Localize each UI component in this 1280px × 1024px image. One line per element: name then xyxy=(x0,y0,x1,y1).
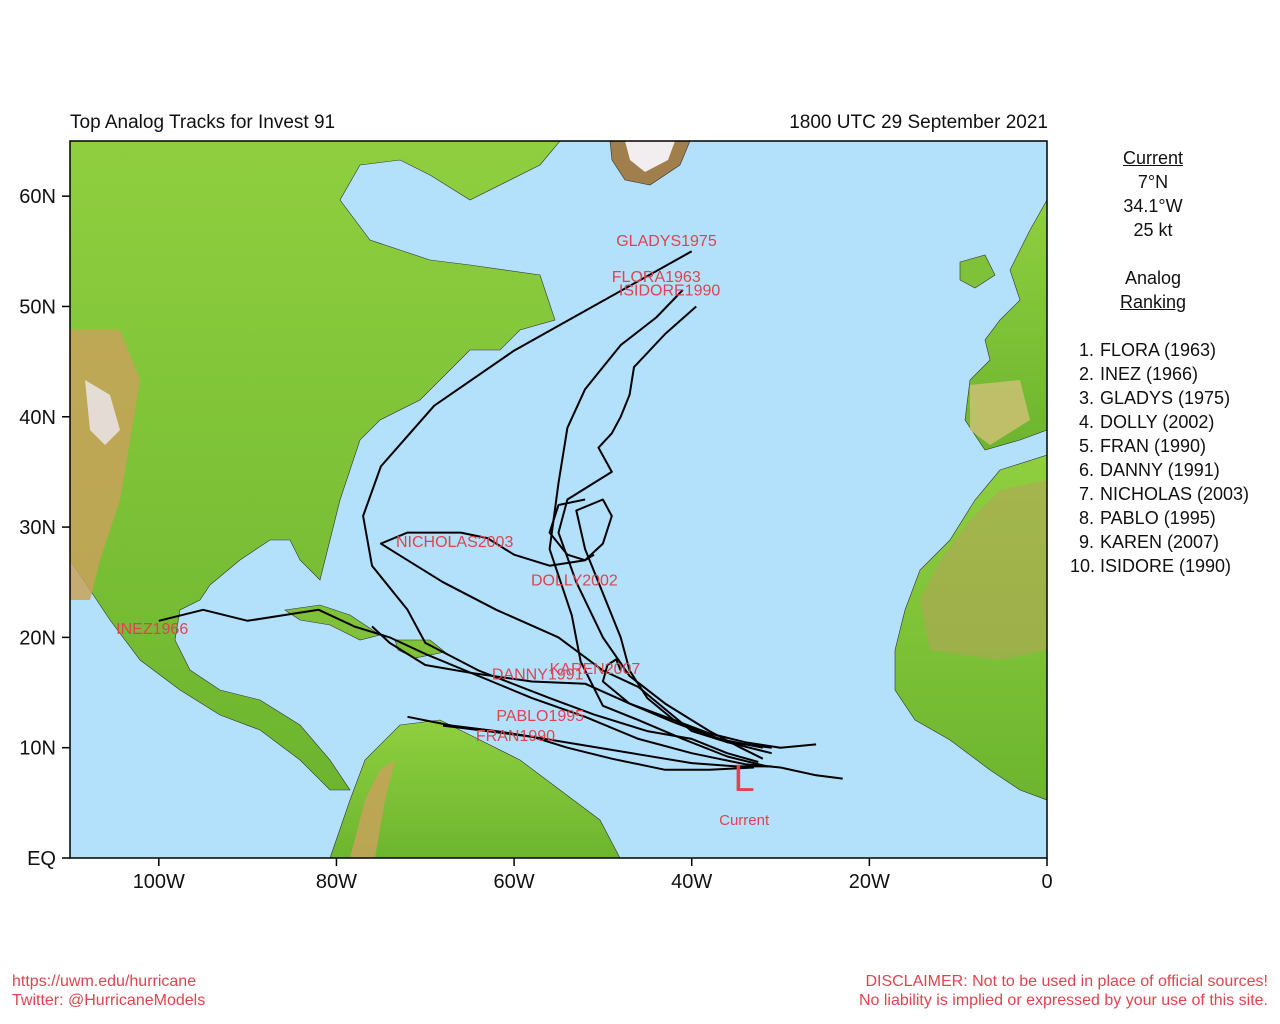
track-fran xyxy=(442,724,772,768)
current-marker-label: Current xyxy=(719,812,770,829)
analog-rank-number: 9. xyxy=(1078,532,1094,552)
analog-rank-name: FLORA (1963) xyxy=(1100,340,1217,360)
track-label: KAREN2007 xyxy=(550,661,641,678)
twitter-handle[interactable]: Twitter: @HurricaneModels xyxy=(12,992,206,1009)
lon-tick-label: 60W xyxy=(494,871,535,893)
analog-rank-item: 9. KAREN (2007) xyxy=(1070,530,1249,554)
disclaimer-line-2: No liability is implied or expressed by … xyxy=(858,992,1268,1009)
analog-rank-item: 8. PABLO (1995) xyxy=(1070,506,1249,530)
lat-tick-label: 20N xyxy=(19,627,56,649)
longitude-axis: 100W 80W 60W 40W 20W 0 xyxy=(133,858,1053,893)
analog-heading-2: Ranking xyxy=(1119,292,1187,312)
track-label: PABLO1995 xyxy=(496,708,584,725)
disclaimer-line-1: DISCLAIMER: Not to be used in place of o… xyxy=(865,973,1268,990)
analog-rank-item: 2. INEZ (1966) xyxy=(1070,362,1249,386)
analog-heading-1: Analog xyxy=(1124,268,1182,288)
lon-tick-label: 20W xyxy=(849,871,890,893)
track-dolly xyxy=(548,498,817,749)
track-label: FRAN1990 xyxy=(476,728,555,745)
lat-tick-label: 60N xyxy=(19,186,56,208)
lon-tick-label: 0 xyxy=(1041,871,1052,893)
site-url[interactable]: https://uwm.edu/hurricane xyxy=(12,973,197,990)
map-datetime: 1800 UTC 29 September 2021 xyxy=(789,112,1048,133)
rockies-peaks xyxy=(85,380,120,445)
lon-tick-label: 100W xyxy=(133,871,185,893)
analog-rank-number: 8. xyxy=(1078,508,1094,528)
analog-rank-name: DANNY (1991) xyxy=(1100,460,1220,480)
lon-tick-label: 40W xyxy=(671,871,712,893)
analog-rank-name: FRAN (1990) xyxy=(1100,436,1207,456)
track-inez xyxy=(158,608,843,780)
current-lon: 34.1°W xyxy=(1123,196,1183,216)
track-pablo xyxy=(407,715,754,771)
analog-rank-name: INEZ (1966) xyxy=(1100,364,1199,384)
track-flora xyxy=(548,289,768,768)
analog-rank-number: 5. xyxy=(1078,436,1094,456)
analog-rank-number: 7. xyxy=(1078,484,1094,504)
lat-tick-label: 50N xyxy=(19,296,56,318)
current-lat: 7°N xyxy=(1137,172,1169,192)
greenland-ice xyxy=(625,141,675,172)
track-label: INEZ1966 xyxy=(116,621,188,638)
analog-rank-item: 4. DOLLY (2002) xyxy=(1070,410,1249,434)
analog-tracks xyxy=(158,250,843,780)
analog-rank-number: 4. xyxy=(1078,412,1094,432)
track-gladys xyxy=(362,250,759,763)
track-label: DOLLY2002 xyxy=(531,573,618,590)
land-layer xyxy=(70,141,1047,858)
analog-rank-item: 3. GLADYS (1975) xyxy=(1070,386,1249,410)
analog-rank-name: PABLO (1995) xyxy=(1100,508,1216,528)
track-label: ISIDORE1990 xyxy=(619,282,720,299)
disclaimer: DISCLAIMER: Not to be used in place of o… xyxy=(859,972,1268,1010)
lat-tick-label: 30N xyxy=(19,517,56,539)
analog-rank-item: 6. DANNY (1991) xyxy=(1070,458,1249,482)
analog-rank-number: 1. xyxy=(1078,340,1094,360)
track-label: GLADYS1975 xyxy=(616,233,717,250)
lat-tick-label: EQ xyxy=(27,848,56,870)
analog-rank-name: DOLLY (2002) xyxy=(1100,412,1215,432)
analog-rank-name: GLADYS (1975) xyxy=(1100,388,1231,408)
analog-rank-name: NICHOLAS (2003) xyxy=(1100,484,1250,504)
track-isidore xyxy=(557,305,764,760)
lat-tick-label: 40N xyxy=(19,407,56,429)
track-danny xyxy=(371,625,763,749)
south-america-land xyxy=(329,719,621,858)
analog-rank-number: 2. xyxy=(1078,364,1094,384)
ireland-land xyxy=(959,254,996,289)
current-wind: 25 kt xyxy=(1133,220,1173,240)
latitude-axis: 60N 50N 40N 30N 20N 10N EQ xyxy=(19,186,70,870)
track-nicholas xyxy=(379,531,772,749)
analog-rank-name: KAREN (2007) xyxy=(1100,532,1220,552)
analog-rank-name: ISIDORE (1990) xyxy=(1100,556,1232,576)
lon-tick-label: 80W xyxy=(316,871,357,893)
analog-rank-item: 10. ISIDORE (1990) xyxy=(1070,554,1249,578)
current-l-symbol: L xyxy=(734,758,755,800)
track-label: FLORA1963 xyxy=(612,269,701,286)
cuba-land xyxy=(284,604,381,641)
map-frame xyxy=(69,140,1048,859)
analog-rank-item: 1. FLORA (1963) xyxy=(1070,338,1249,362)
current-info-panel: Current 7°N 34.1°W 25 kt Analog Ranking xyxy=(1058,146,1248,314)
current-heading: Current xyxy=(1122,148,1184,168)
track-label: NICHOLAS2003 xyxy=(396,534,513,551)
current-position-marker: L Current xyxy=(719,758,770,829)
map-title: Top Analog Tracks for Invest 91 xyxy=(70,112,336,133)
footer-links: https://uwm.edu/hurricane Twitter: @Hurr… xyxy=(12,972,205,1010)
analog-rank-number: 6. xyxy=(1078,460,1094,480)
analog-rank-item: 5. FRAN (1990) xyxy=(1070,434,1249,458)
track-label: DANNY1991 xyxy=(492,666,584,683)
iberia-highlands xyxy=(970,380,1030,445)
analog-rank-number: 10. xyxy=(1070,556,1096,576)
andes xyxy=(350,760,395,858)
lat-tick-label: 10N xyxy=(19,738,56,760)
sahara xyxy=(920,480,1047,660)
analog-ranking-list: 1. FLORA (1963) 2. INEZ (1966) 3. GLADYS (197… xyxy=(1070,338,1249,578)
analog-rank-item: 7. NICHOLAS (2003) xyxy=(1070,482,1249,506)
analog-rank-number: 3. xyxy=(1078,388,1094,408)
north-america-land xyxy=(70,141,561,791)
